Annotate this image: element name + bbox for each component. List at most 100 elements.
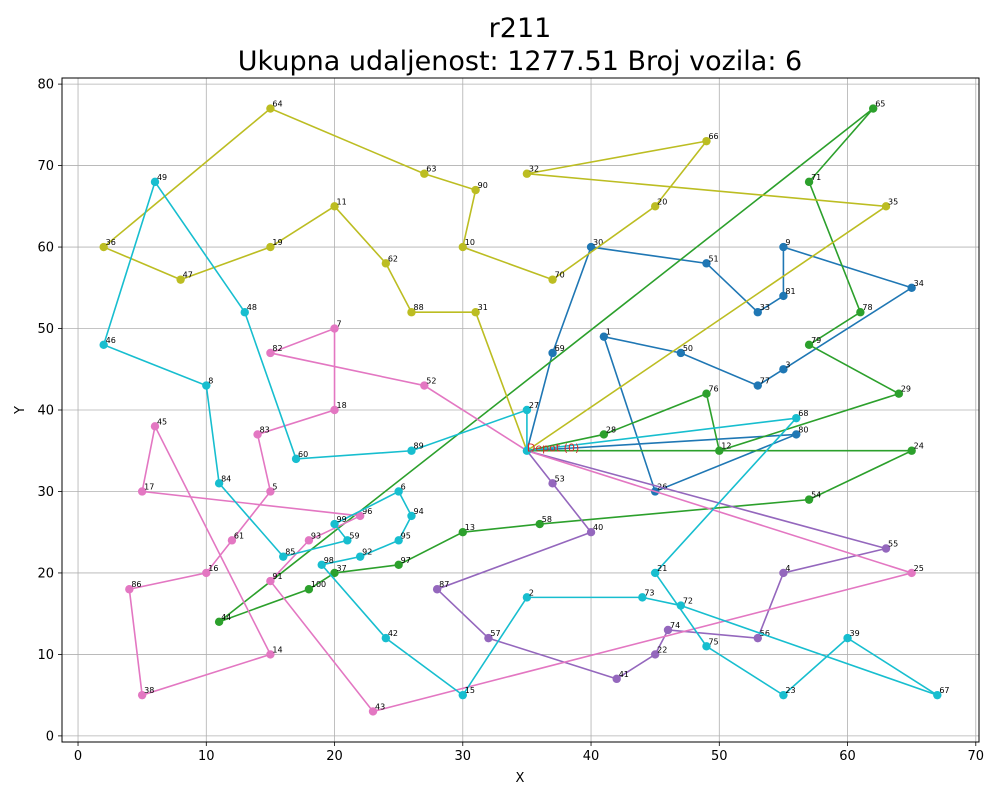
customer-label: 68 xyxy=(798,409,808,418)
customer-point xyxy=(330,519,339,529)
y-tick-label: 0 xyxy=(46,729,54,744)
customer-label: 60 xyxy=(298,450,308,459)
customer-label: 73 xyxy=(644,588,654,597)
customer-point xyxy=(253,430,262,439)
customer-point xyxy=(330,324,339,333)
customer-point xyxy=(522,593,532,602)
customer-point xyxy=(227,536,237,545)
customer-point xyxy=(394,487,403,496)
customer-point xyxy=(650,202,660,211)
customer-point xyxy=(779,568,788,578)
customer-point xyxy=(715,446,724,455)
y-tick-label: 20 xyxy=(37,566,54,581)
customer-point xyxy=(368,707,378,716)
customer-point xyxy=(330,405,339,415)
customer-label: 92 xyxy=(362,548,372,557)
customer-label: 52 xyxy=(426,377,436,386)
customer-label: 42 xyxy=(388,629,398,638)
customer-label: 28 xyxy=(606,425,616,434)
customer-label: 74 xyxy=(670,621,680,630)
customer-label: 65 xyxy=(875,100,885,109)
route-4: 53 40 87 57 41 22 74 56 4 55 xyxy=(432,449,898,684)
customer-point xyxy=(484,633,493,643)
customer-point xyxy=(586,528,596,537)
customer-label: 7 xyxy=(337,320,342,329)
customer-point xyxy=(150,177,160,187)
customer-label: 13 xyxy=(465,523,475,532)
customer-point xyxy=(843,633,852,643)
depot-label: Depot (0) xyxy=(527,442,579,455)
customer-point xyxy=(548,348,557,358)
customer-label: 11 xyxy=(337,197,347,206)
customer-point xyxy=(420,169,429,178)
customer-point xyxy=(779,242,788,252)
customer-point xyxy=(240,308,249,317)
customer-label: 32 xyxy=(529,165,539,174)
x-tick-label: 20 xyxy=(326,749,343,764)
customer-label: 49 xyxy=(157,173,167,182)
customer-point xyxy=(586,242,596,252)
x-tick-label: 40 xyxy=(583,749,600,764)
customer-label: 69 xyxy=(555,344,565,353)
customer-label: 39 xyxy=(850,629,860,638)
customer-label: 86 xyxy=(131,580,141,589)
customer-point xyxy=(779,690,788,700)
customer-point xyxy=(779,365,788,374)
customer-point xyxy=(355,552,365,561)
customer-point xyxy=(304,536,314,545)
customer-label: 88 xyxy=(413,303,423,312)
customer-label: 87 xyxy=(439,580,449,589)
customer-label: 18 xyxy=(337,401,347,410)
customer-point xyxy=(522,169,532,178)
customer-label: 8 xyxy=(208,377,213,386)
customer-label: 84 xyxy=(221,474,231,483)
customer-label: 37 xyxy=(337,564,347,573)
customer-point xyxy=(548,275,557,284)
customer-point xyxy=(792,430,801,439)
customer-point xyxy=(407,308,416,317)
customer-label: 82 xyxy=(272,344,282,353)
customer-point xyxy=(804,495,814,504)
customer-point xyxy=(792,413,801,423)
customer-point xyxy=(933,690,942,700)
y-tick-label: 60 xyxy=(37,241,54,256)
customer-label: 17 xyxy=(144,482,154,491)
customer-point xyxy=(548,479,557,488)
customer-label: 29 xyxy=(901,385,911,394)
customer-label: 25 xyxy=(914,564,924,573)
customer-point xyxy=(663,625,673,635)
customer-point xyxy=(804,177,814,187)
customer-point xyxy=(407,446,416,455)
customer-label: 36 xyxy=(106,238,116,247)
customer-point xyxy=(535,519,544,529)
customer-label: 83 xyxy=(260,425,270,434)
customer-point xyxy=(458,690,467,700)
customer-label: 64 xyxy=(272,100,282,109)
customer-point xyxy=(702,389,711,398)
customer-label: 1 xyxy=(606,328,611,337)
customer-point xyxy=(638,593,647,602)
customer-label: 71 xyxy=(811,173,821,182)
customer-label: 81 xyxy=(785,287,795,296)
customer-label: 85 xyxy=(285,548,295,557)
customer-point xyxy=(266,242,275,252)
customer-label: 3 xyxy=(785,360,790,369)
routes: 6930513381934377501268028761229797871654… xyxy=(99,100,950,716)
customer-point xyxy=(266,487,275,496)
customer-label: 34 xyxy=(914,279,924,288)
x-tick-label: 0 xyxy=(74,749,82,764)
y-tick-label: 80 xyxy=(37,78,54,93)
chart-subtitle: Ukupna udaljenost: 1277.51 Broj vozila: … xyxy=(238,46,802,77)
customer-point xyxy=(125,585,134,594)
customer-point xyxy=(304,585,314,594)
customer-point xyxy=(266,104,275,113)
customer-point xyxy=(214,617,224,627)
x-tick-label: 50 xyxy=(711,749,728,764)
grid xyxy=(62,78,979,742)
customer-label: 44 xyxy=(221,613,231,622)
customer-point xyxy=(394,560,403,569)
customer-point xyxy=(99,242,108,252)
